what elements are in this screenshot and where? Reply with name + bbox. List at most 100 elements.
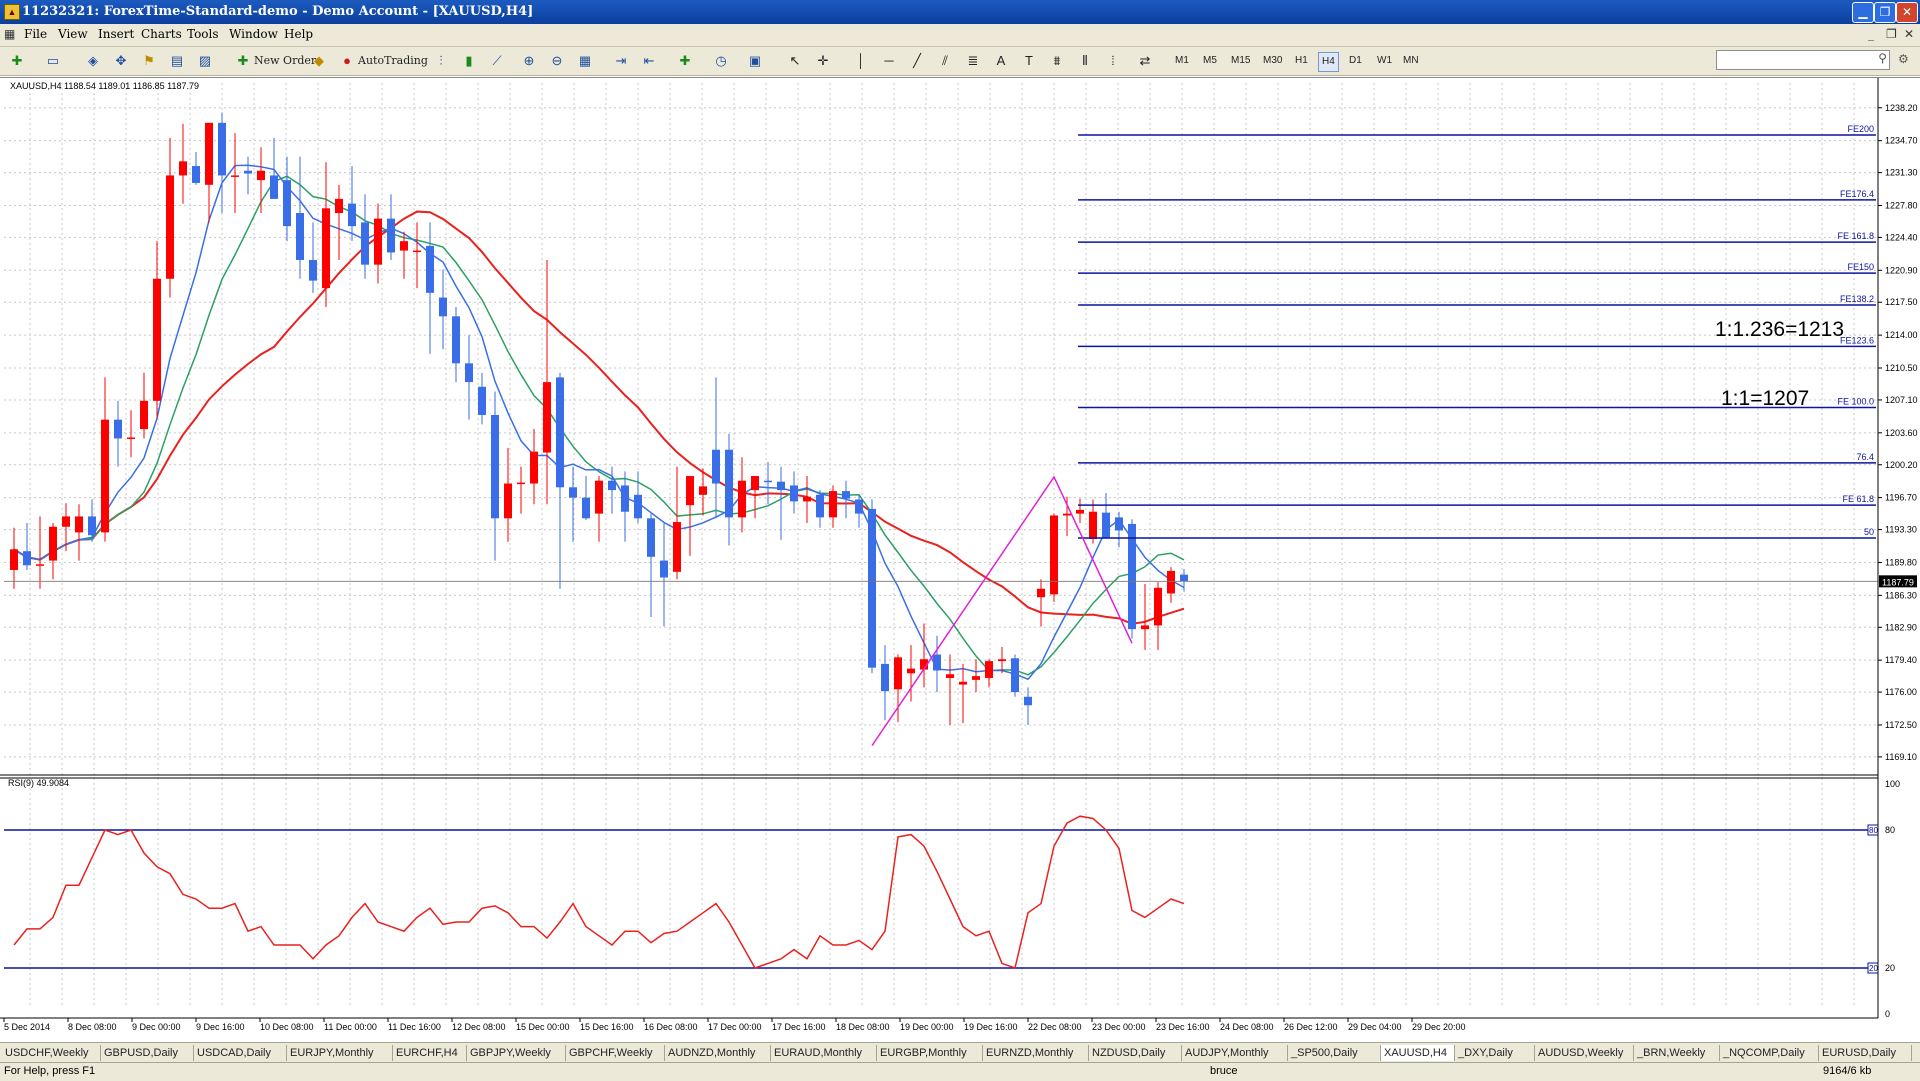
data-window-icon[interactable]: ⚑ <box>143 53 155 68</box>
annotation-1to1[interactable]: 1:1=1207 <box>1721 387 1809 410</box>
tf-m30[interactable]: M30 <box>1263 55 1283 66</box>
gann-icon[interactable]: ⦙ <box>1111 53 1115 68</box>
minimize-button[interactable]: ▁ <box>1852 2 1874 23</box>
chart-tab[interactable]: GBPUSD,Daily <box>101 1045 194 1061</box>
fibo-fan-icon[interactable]: ⩩ <box>1053 53 1061 68</box>
candle-body <box>309 259 317 281</box>
chart-tab[interactable]: AUDJPY,Monthly <box>1182 1045 1288 1061</box>
chart-tab[interactable]: USDCHF,Weekly <box>2 1045 101 1061</box>
zoom-in-icon[interactable]: ⊕ <box>523 53 535 68</box>
periods-icon[interactable]: ◷ <box>715 53 727 68</box>
price-tick-label: 1220.90 <box>1885 265 1918 275</box>
chart-tab[interactable]: AUDNZD,Monthly <box>665 1045 771 1061</box>
chart-tab[interactable]: EURGBP,Monthly <box>877 1045 983 1061</box>
navigator-icon[interactable]: ✥ <box>115 53 127 68</box>
search-input[interactable]: ⚲ <box>1716 50 1890 70</box>
text-icon[interactable]: A <box>996 53 1006 68</box>
menu-help[interactable]: Help <box>284 27 314 41</box>
chart-shift-icon[interactable]: ⇤ <box>643 53 655 68</box>
chart-tab[interactable]: GBPJPY,Weekly <box>467 1045 566 1061</box>
chart-tab[interactable]: AUDUSD,Weekly <box>1535 1045 1634 1061</box>
fib-level-label: FE138.2 <box>1840 294 1874 304</box>
menu-view[interactable]: View <box>58 27 88 41</box>
horizontal-line-icon[interactable]: ─ <box>884 53 894 68</box>
templates-icon[interactable]: ▣ <box>748 53 762 68</box>
tf-w1[interactable]: W1 <box>1377 55 1392 66</box>
autotrading-icon[interactable]: ● <box>343 53 351 68</box>
mdi-chart-icon[interactable]: ▦ <box>4 27 16 41</box>
tf-h4[interactable]: H4 <box>1318 52 1339 72</box>
settings-icon[interactable]: ⚙ <box>1898 52 1909 66</box>
candle-body <box>569 487 577 498</box>
chart-tab[interactable]: EURJPY,Monthly <box>287 1045 393 1061</box>
tf-m5[interactable]: M5 <box>1203 55 1217 66</box>
price-tick-label: 1227.80 <box>1885 200 1918 210</box>
zigzag-lines[interactable] <box>871 475 1133 747</box>
strategy-tester-icon[interactable]: ▨ <box>198 53 212 68</box>
line-chart-icon[interactable]: ⟋ <box>492 53 502 68</box>
search-icon[interactable]: ⚲ <box>1878 51 1887 65</box>
menu-window[interactable]: Window <box>229 27 278 41</box>
chart-tab[interactable]: _BRN,Weekly <box>1634 1045 1720 1061</box>
chart-tab[interactable]: _DXY,Daily <box>1455 1045 1535 1061</box>
vertical-line-icon[interactable]: │ <box>856 53 866 68</box>
terminal-icon[interactable]: ▤ <box>170 53 184 68</box>
price-tick-label: 1217.50 <box>1885 297 1918 307</box>
chart-tab[interactable]: _SP500,Daily <box>1288 1045 1381 1061</box>
chart-tab[interactable]: USDCAD,Daily <box>194 1045 287 1061</box>
time-label: 15 Dec 00:00 <box>516 1022 570 1032</box>
tf-d1[interactable]: D1 <box>1349 55 1362 66</box>
auto-scroll-icon[interactable]: ⇥ <box>615 53 627 68</box>
tf-mn[interactable]: MN <box>1403 55 1419 66</box>
bar-chart-icon[interactable]: ⫶ <box>439 53 443 68</box>
new-order-icon[interactable]: ✚ <box>237 53 249 68</box>
chart-window[interactable]: FE200 FE176.4 FE 161.8 FE150 FE138.2 FE123.6 F… <box>0 77 1920 1044</box>
market-watch-icon[interactable]: ◈ <box>88 53 98 68</box>
menu-tools[interactable]: Tools <box>187 27 219 41</box>
text-label-icon[interactable]: T <box>1025 53 1033 68</box>
tf-h1[interactable]: H1 <box>1295 55 1308 66</box>
chart-tab[interactable]: EURUSD,Daily <box>1819 1045 1912 1061</box>
tf-m1[interactable]: M1 <box>1175 55 1189 66</box>
chart-tab[interactable]: EURCHF,H4 <box>393 1045 467 1061</box>
fibo-timezones-icon[interactable]: ⦀ <box>1082 53 1088 68</box>
candle-body <box>933 654 941 671</box>
indicators-icon[interactable]: ✚ <box>679 53 691 68</box>
new-chart-icon[interactable]: ✚ <box>11 53 23 68</box>
time-label: 10 Dec 08:00 <box>260 1022 314 1032</box>
tile-windows-icon[interactable]: ▦ <box>578 53 592 68</box>
equidistant-channel-icon[interactable]: ⫽ <box>942 53 948 68</box>
time-label: 29 Dec 20:00 <box>1412 1022 1466 1032</box>
chart-tab[interactable]: GBPCHF,Weekly <box>566 1045 665 1061</box>
tf-m15[interactable]: M15 <box>1231 55 1251 66</box>
chart-tab[interactable]: EURAUD,Monthly <box>771 1045 877 1061</box>
chart-tab[interactable]: EURNZD,Monthly <box>983 1045 1089 1061</box>
restore-button[interactable]: ❐ <box>1874 2 1896 23</box>
new-order-button[interactable]: New Order <box>254 54 317 67</box>
price-tick-label: 1172.50 <box>1885 720 1917 730</box>
menu-file[interactable]: File <box>24 27 48 41</box>
zoom-out-icon[interactable]: ⊖ <box>551 53 563 68</box>
annotation-1236[interactable]: 1:1.236=1213 <box>1715 318 1844 341</box>
chart-tab[interactable]: NZDUSD,Daily <box>1089 1045 1182 1061</box>
candlestick-icon[interactable]: ▮ <box>465 53 473 68</box>
mdi-minimize-icon[interactable]: _ <box>1868 27 1874 41</box>
menu-insert[interactable]: Insert <box>98 27 135 41</box>
mdi-close-icon[interactable]: ✕ <box>1904 27 1915 41</box>
trendline-icon[interactable]: ╱ <box>913 53 921 68</box>
cursor-icon[interactable]: ↖ <box>789 53 801 68</box>
close-button[interactable]: ✕ <box>1896 2 1918 23</box>
chart-tab[interactable]: _NQCOMP,Daily <box>1720 1045 1819 1061</box>
autotrading-button[interactable]: AutoTrading <box>358 54 428 67</box>
chart-canvas[interactable]: FE200 FE176.4 FE 161.8 FE150 FE138.2 FE123.6 F… <box>0 78 1920 1044</box>
chart-tab[interactable]: XAUUSD,H4 <box>1381 1045 1455 1061</box>
mdi-restore-icon[interactable]: ❐ <box>1886 27 1897 41</box>
arrows-icon[interactable]: ⇄ <box>1139 53 1151 68</box>
fibonacci-expansion[interactable]: FE200 FE176.4 FE 161.8 FE150 FE138.2 FE123.6 F… <box>1078 124 1876 539</box>
menu-charts[interactable]: Charts <box>141 27 182 41</box>
crosshair-icon[interactable]: ✛ <box>817 53 829 68</box>
fib-level-label: FE200 <box>1847 124 1874 134</box>
fibonacci-icon[interactable]: ≣ <box>967 53 979 68</box>
profiles-icon[interactable]: ▭ <box>46 53 60 68</box>
metaeditor-icon[interactable]: ◆ <box>314 53 324 68</box>
